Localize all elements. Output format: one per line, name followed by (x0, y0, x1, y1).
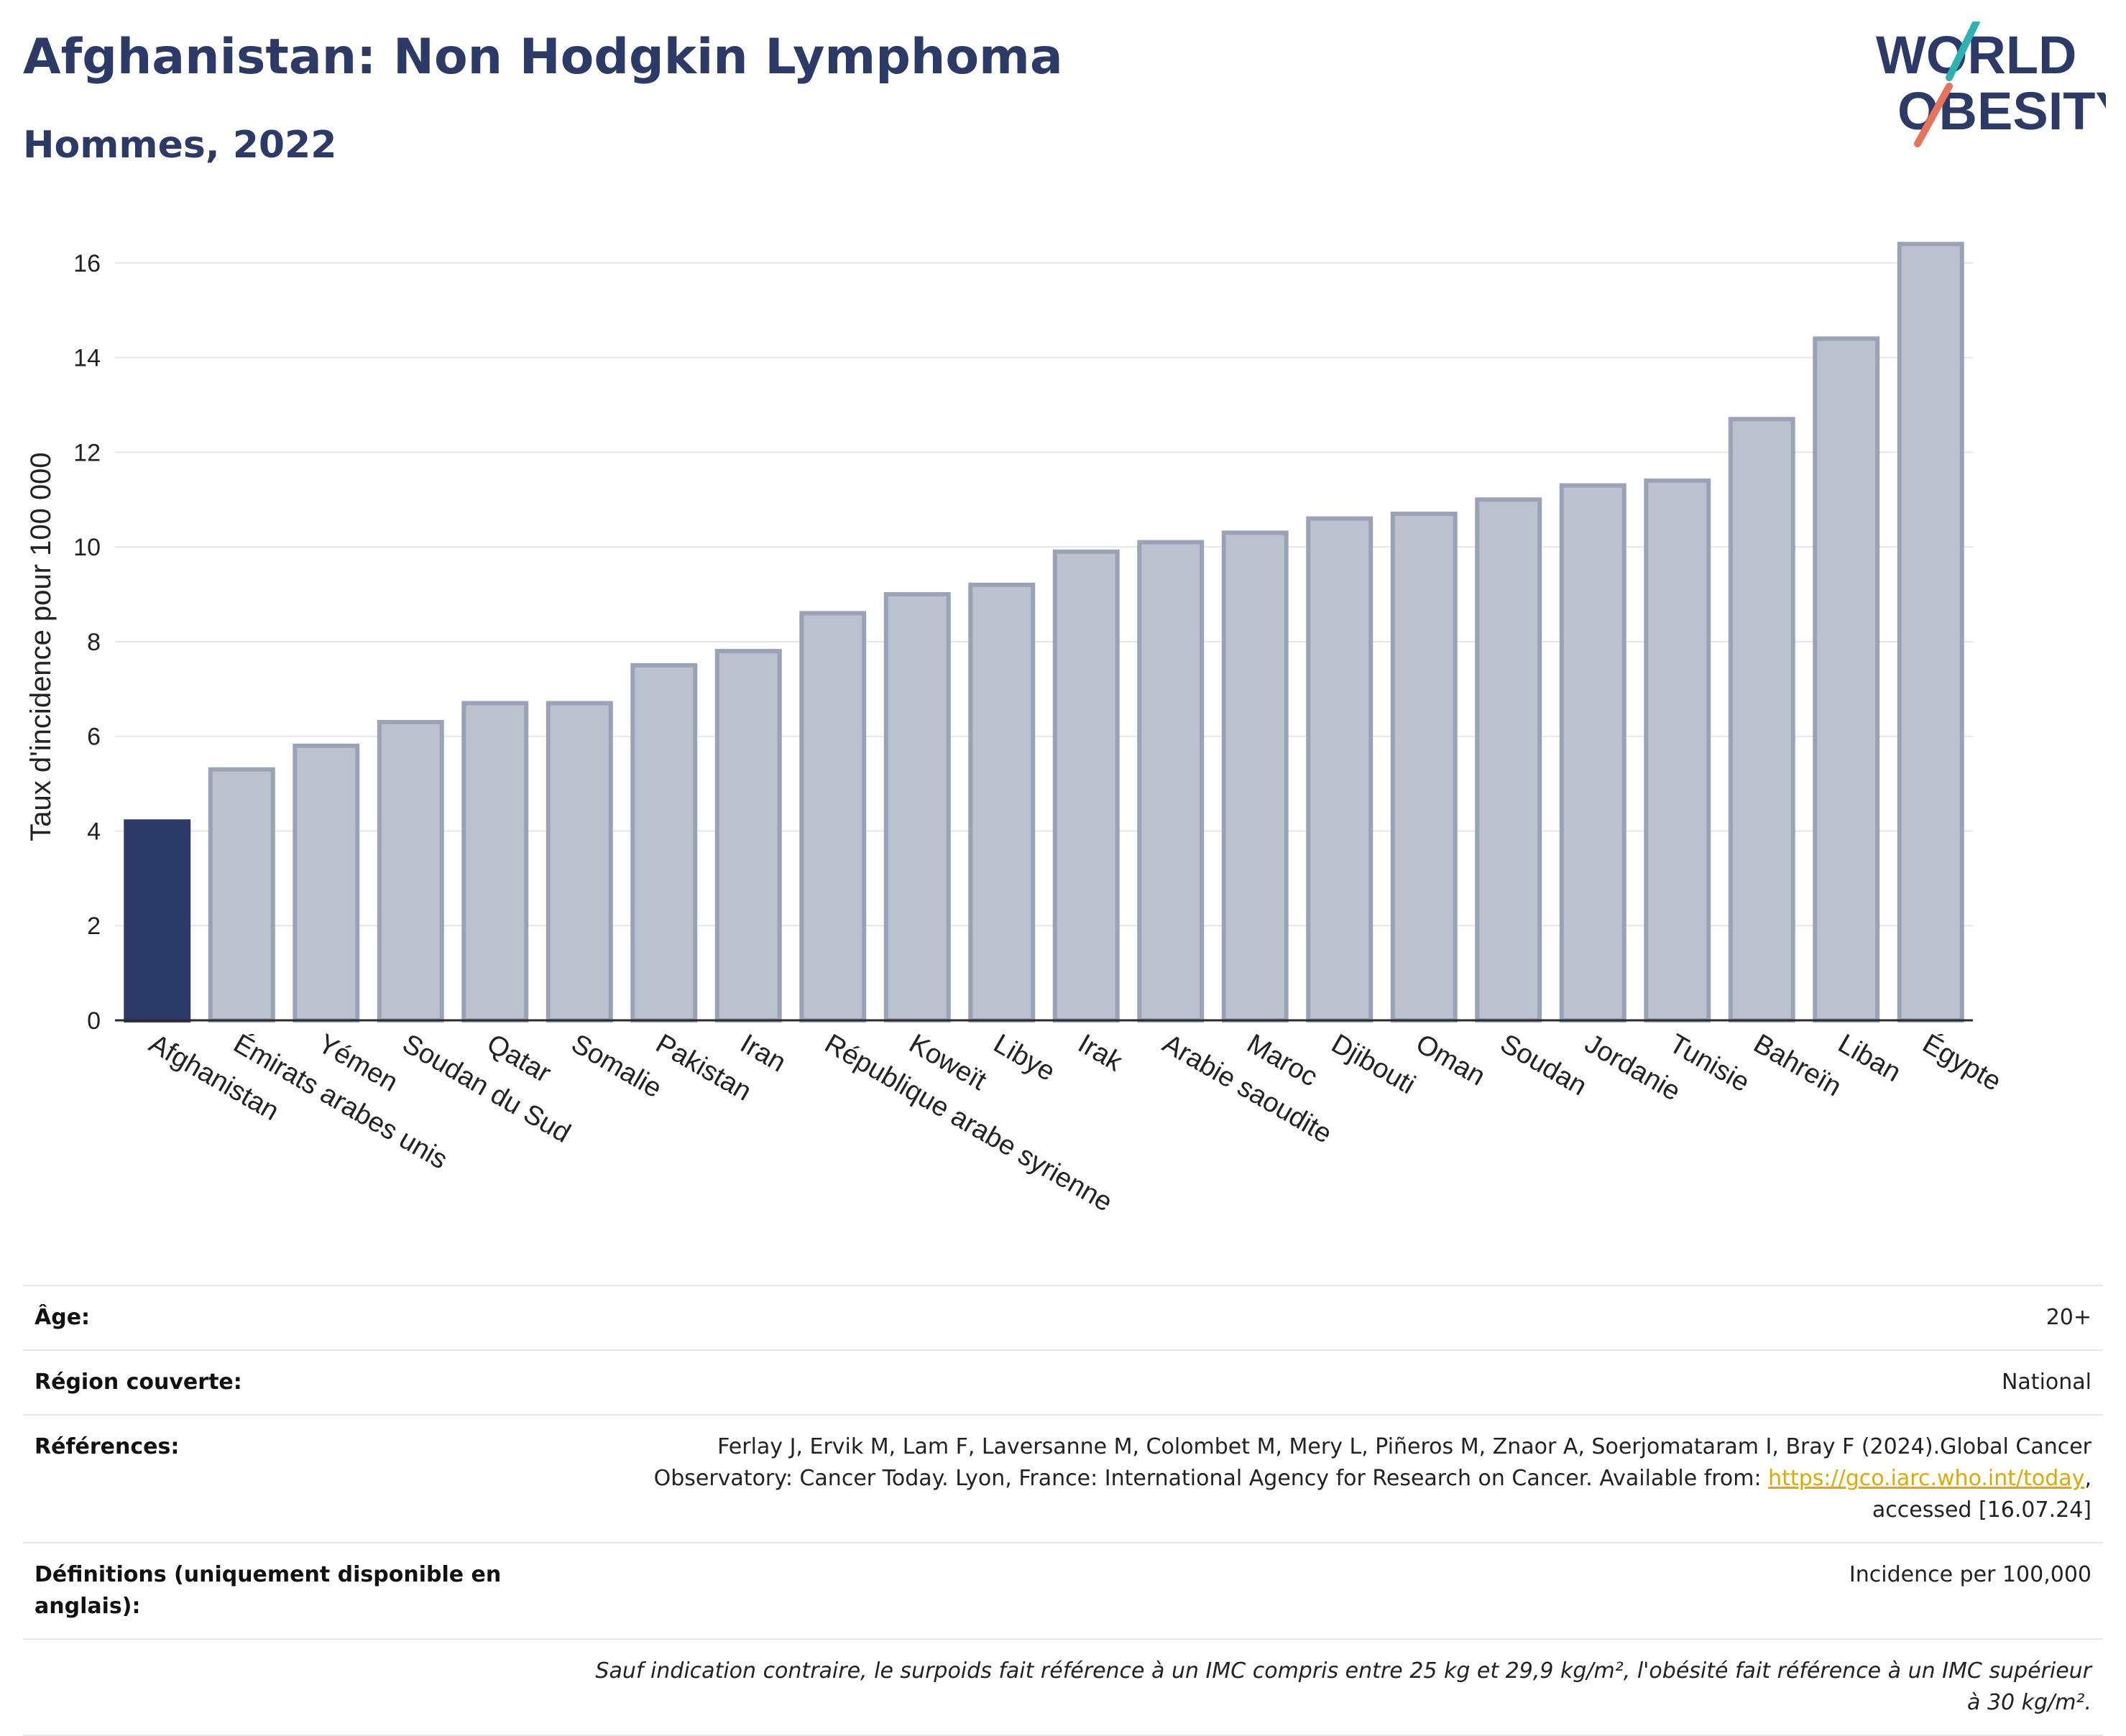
page-subtitle: Hommes, 2022 (23, 124, 337, 167)
x-tick-label: Bahreïn (1749, 1028, 1846, 1102)
x-tick-label: Égypte (1918, 1028, 2007, 1097)
references-value: Ferlay J, Ervik M, Lam F, Laversanne M, … (582, 1431, 2092, 1526)
x-tick-label: Soudan (1495, 1028, 1591, 1102)
y-tick-label: 4 (87, 818, 101, 845)
bar (293, 743, 360, 1022)
logo-text-obesity: OBESITY (1897, 81, 2106, 141)
bar (1559, 483, 1626, 1022)
x-tick-label: Pakistan (650, 1028, 756, 1107)
y-tick-labels: 0 2 4 6 8 10 12 14 16 (73, 250, 101, 1035)
bar (546, 701, 613, 1023)
x-tick-label: Djibouti (1326, 1028, 1420, 1100)
y-tick-label: 2 (87, 913, 101, 940)
y-tick-label: 8 (87, 629, 101, 656)
meta-row-age: Âge: 20+ (23, 1286, 2103, 1351)
region-value: National (2001, 1370, 2092, 1395)
metadata-table: Âge: 20+ Région couverte: National Référ… (23, 1285, 2103, 1736)
bar (1644, 478, 1711, 1022)
logo-stroke-coral (1914, 83, 1953, 147)
references-accessed: , accessed [16.07.24] (1872, 1466, 2092, 1523)
definitions-value: Incidence per 100,000 (1849, 1562, 2092, 1587)
references-label: Références: (34, 1434, 180, 1459)
x-tick-label: Somalie (566, 1028, 667, 1104)
world-obesity-logo: WORLD OBESITY (1876, 22, 2106, 147)
definitions-label: Définitions (uniquement disponible en an… (34, 1562, 502, 1619)
x-tick-label: Jordanie (1580, 1028, 1685, 1107)
y-axis-label: Taux d'incidence pour 100 000 (25, 452, 57, 841)
bar (461, 701, 529, 1023)
bar (1306, 516, 1373, 1023)
bar (1137, 540, 1205, 1022)
logo-stroke-teal (1946, 22, 1980, 81)
bar (1897, 241, 1964, 1022)
meta-row-references: Références: Ferlay J, Ervik M, Lam F, La… (23, 1416, 2103, 1543)
footnote: Sauf indication contraire, le surpoids f… (595, 1658, 2092, 1715)
logo-text-world: WORLD (1876, 25, 2077, 85)
y-tick-label: 12 (73, 439, 101, 466)
x-tick-label: Libye (988, 1028, 1060, 1087)
bar (799, 611, 867, 1022)
bar (1813, 336, 1880, 1022)
bar (1390, 512, 1458, 1022)
bar (377, 719, 444, 1022)
references-link[interactable]: https://gco.iarc.who.int/today (1768, 1466, 2085, 1491)
meta-row-note: Sauf indication contraire, le surpoids f… (23, 1640, 2103, 1736)
region-label: Région couverte: (34, 1370, 242, 1395)
x-tick-label: Oman (1411, 1028, 1491, 1091)
bar (124, 819, 191, 1022)
y-tick-label: 16 (73, 250, 101, 277)
page-title: Afghanistan: Non Hodgkin Lymphoma (23, 29, 1063, 86)
bar (968, 582, 1036, 1022)
age-label: Âge: (34, 1305, 91, 1330)
references-text: Ferlay J, Ervik M, Lam F, Laversanne M, … (653, 1434, 2092, 1491)
bars (124, 241, 1964, 1023)
age-value: 20+ (2046, 1305, 2092, 1330)
bar (714, 649, 782, 1022)
meta-row-definitions: Définitions (uniquement disponible en an… (23, 1543, 2103, 1640)
y-tick-label: 6 (87, 724, 101, 751)
bar (883, 592, 951, 1022)
bar (1052, 549, 1120, 1022)
bar (208, 767, 275, 1023)
x-tick-label: Irak (1073, 1028, 1128, 1078)
x-tick-label: Iran (735, 1028, 791, 1078)
bar (1728, 417, 1795, 1022)
bar (630, 662, 698, 1022)
y-tick-label: 14 (73, 345, 101, 372)
bar (1221, 530, 1289, 1023)
meta-row-region: Région couverte: National (23, 1351, 2103, 1416)
y-tick-label: 0 (87, 1007, 101, 1035)
y-tick-label: 10 (73, 534, 101, 561)
bar (1475, 497, 1542, 1022)
